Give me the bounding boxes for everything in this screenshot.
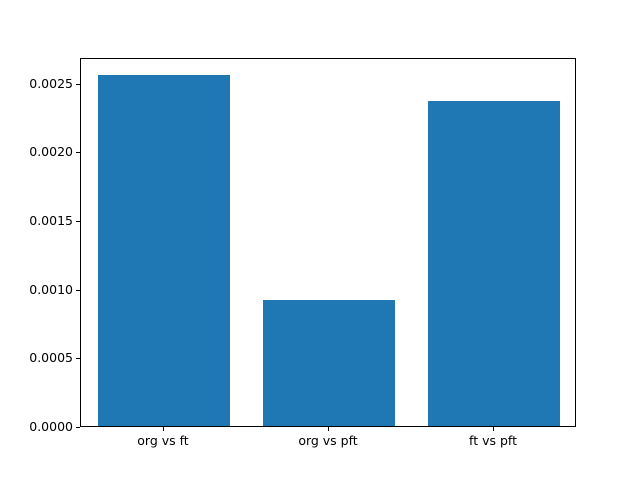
- y-tick-mark: [76, 152, 80, 153]
- plot-area: [80, 58, 576, 427]
- x-tick-label: org vs ft: [137, 433, 189, 448]
- x-tick-mark: [493, 427, 494, 431]
- bar-ft-vs-pft: [428, 101, 560, 426]
- x-tick-label: org vs pft: [298, 433, 358, 448]
- y-tick-label: 0.0010: [29, 282, 73, 297]
- bar-org-vs-pft: [263, 300, 395, 426]
- y-tick-mark: [76, 221, 80, 222]
- y-tick-mark: [76, 290, 80, 291]
- x-tick-label: ft vs pft: [469, 433, 517, 448]
- y-tick-mark: [76, 84, 80, 85]
- x-tick-mark: [328, 427, 329, 431]
- bar-org-vs-ft: [98, 75, 230, 426]
- x-tick-mark: [163, 427, 164, 431]
- y-tick-mark: [76, 427, 80, 428]
- y-tick-label: 0.0000: [29, 419, 73, 434]
- y-tick-label: 0.0005: [29, 350, 73, 365]
- y-tick-label: 0.0015: [29, 213, 73, 228]
- y-tick-mark: [76, 358, 80, 359]
- y-tick-label: 0.0025: [29, 76, 73, 91]
- y-tick-label: 0.0020: [29, 144, 73, 159]
